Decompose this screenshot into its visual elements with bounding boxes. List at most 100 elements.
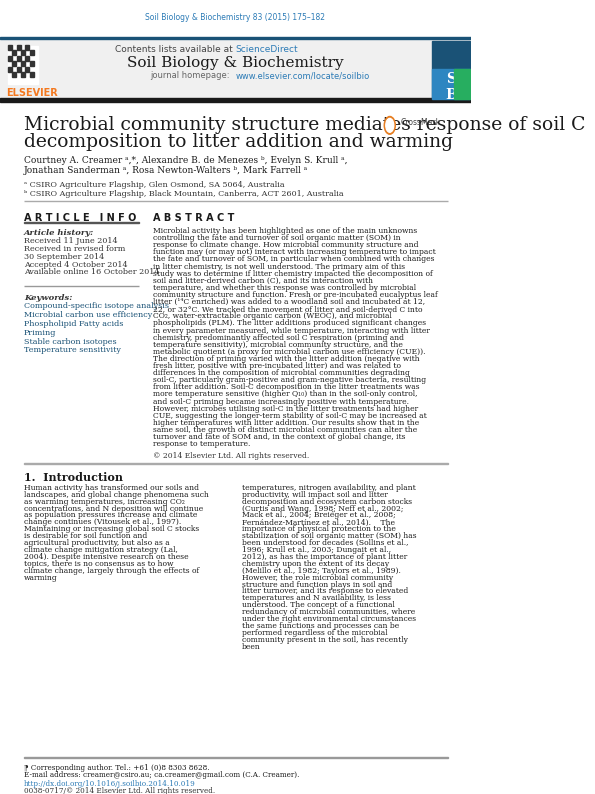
Text: Mack et al., 2004; Breiéger et al., 2008;: Mack et al., 2004; Breiéger et al., 2008… xyxy=(242,511,396,519)
Text: A R T I C L E   I N F O: A R T I C L E I N F O xyxy=(24,214,136,223)
Text: under the right environmental circumstances: under the right environmental circumstan… xyxy=(242,615,416,623)
Text: Soil Biology & Biochemistry: Soil Biology & Biochemistry xyxy=(127,56,343,70)
Text: fresh litter, positive with pre-incubated litter) and was related to: fresh litter, positive with pre-incubate… xyxy=(153,362,401,370)
Text: been understood for decades (Sollins et al.,: been understood for decades (Sollins et … xyxy=(242,539,408,547)
Text: E-mail address: creamer@csiro.au; ca.creamer@gmail.com (C.A. Creamer).: E-mail address: creamer@csiro.au; ca.cre… xyxy=(24,771,299,779)
Text: soil-C, particularly gram-positive and gram-negative bacteria, resulting: soil-C, particularly gram-positive and g… xyxy=(153,376,426,384)
Text: © 2014 Elsevier Ltd. All rights reserved.: © 2014 Elsevier Ltd. All rights reserved… xyxy=(153,453,309,461)
Text: However, the role microbial community: However, the role microbial community xyxy=(242,573,393,582)
Text: Keywords:: Keywords: xyxy=(24,294,72,303)
Text: journal homepage:: journal homepage: xyxy=(151,71,235,80)
Text: Accepted 4 October 2014: Accepted 4 October 2014 xyxy=(24,260,127,268)
Text: is desirable for soil function and: is desirable for soil function and xyxy=(24,532,147,540)
Text: ScienceDirect: ScienceDirect xyxy=(235,45,298,55)
Bar xyxy=(8,45,12,50)
Text: Microbial community structure mediates response of soil C: Microbial community structure mediates r… xyxy=(24,117,585,134)
Text: response to temperature.: response to temperature. xyxy=(153,440,250,448)
Text: controlling the fate and turnover of soil organic matter (SOM) in: controlling the fate and turnover of soi… xyxy=(153,234,400,242)
Text: Received 11 June 2014: Received 11 June 2014 xyxy=(24,237,117,245)
Text: importance of physical protection to the: importance of physical protection to the xyxy=(242,526,396,534)
Text: soil and litter-derived carbon (C), and its interaction with: soil and litter-derived carbon (C), and … xyxy=(153,277,373,285)
Text: decomposition and ecosystem carbon stocks: decomposition and ecosystem carbon stock… xyxy=(242,498,412,506)
Text: warming: warming xyxy=(24,573,58,582)
Text: The direction of priming varied with the litter addition (negative with: The direction of priming varied with the… xyxy=(153,355,419,363)
Text: 0038-0717/© 2014 Elsevier Ltd. All rights reserved.: 0038-0717/© 2014 Elsevier Ltd. All right… xyxy=(24,787,215,794)
Text: litter turnover, and its response to elevated: litter turnover, and its response to ele… xyxy=(242,588,408,596)
Text: Stable carbon isotopes: Stable carbon isotopes xyxy=(24,337,117,345)
Text: temperature sensitivity), microbial community structure, and the: temperature sensitivity), microbial comm… xyxy=(153,341,403,349)
Text: ᵇ CSIRO Agriculture Flagship, Black Mountain, Canberra, ACT 2601, Australia: ᵇ CSIRO Agriculture Flagship, Black Moun… xyxy=(24,190,343,198)
Bar xyxy=(17,67,21,71)
Text: ELSEVIER: ELSEVIER xyxy=(7,88,58,98)
Text: CUE, suggesting the longer-term stability of soil-C may be increased at: CUE, suggesting the longer-term stabilit… xyxy=(153,412,427,420)
Text: Temperature sensitivity: Temperature sensitivity xyxy=(24,346,121,354)
Text: 30 September 2014: 30 September 2014 xyxy=(24,252,104,260)
Text: productivity, will impact soil and litter: productivity, will impact soil and litte… xyxy=(242,491,387,499)
Text: change continues (Vitousek et al., 1997).: change continues (Vitousek et al., 1997)… xyxy=(24,518,181,526)
Text: Article history:: Article history: xyxy=(24,229,94,237)
Bar xyxy=(30,61,34,66)
Text: Soil Biology & Biochemistry 83 (2015) 175–182: Soil Biology & Biochemistry 83 (2015) 17… xyxy=(145,13,325,22)
Text: and soil-C priming became increasingly positive with temperature.: and soil-C priming became increasingly p… xyxy=(153,398,409,406)
Text: Available online 16 October 2014: Available online 16 October 2014 xyxy=(24,268,159,276)
Bar xyxy=(432,69,470,98)
Text: Maintaining or increasing global soil C stocks: Maintaining or increasing global soil C … xyxy=(24,526,199,534)
Bar xyxy=(26,67,29,71)
Text: Human activity has transformed our soils and: Human activity has transformed our soils… xyxy=(24,484,199,491)
Text: http://dx.doi.org/10.1016/j.soilbio.2014.10.019: http://dx.doi.org/10.1016/j.soilbio.2014… xyxy=(24,780,196,788)
Text: as population pressures increase and climate: as population pressures increase and cli… xyxy=(24,511,197,519)
Bar xyxy=(21,61,25,66)
Text: CO₂, water-extractable organic carbon (WEOC), and microbial: CO₂, water-extractable organic carbon (W… xyxy=(153,312,392,320)
Text: Microbial carbon use efficiency: Microbial carbon use efficiency xyxy=(24,311,152,319)
Text: performed regardless of the microbial: performed regardless of the microbial xyxy=(242,629,387,637)
Text: 22, or 32°C. We tracked the movement of litter and soil-derived C into: 22, or 32°C. We tracked the movement of … xyxy=(153,305,422,313)
Bar xyxy=(8,46,38,84)
Bar xyxy=(21,72,25,77)
Text: community structure and function. Fresh or pre-incubated eucalyptus leaf: community structure and function. Fresh … xyxy=(153,291,438,299)
Text: metabolic quotient (a proxy for microbial carbon use efficiency (CUE)).: metabolic quotient (a proxy for microbia… xyxy=(153,348,425,356)
Text: been: been xyxy=(242,643,261,651)
Text: same soil, the growth of distinct microbial communities can alter the: same soil, the growth of distinct microb… xyxy=(153,426,417,434)
Bar xyxy=(0,40,471,98)
Text: chemistry upon the extent of its decay: chemistry upon the extent of its decay xyxy=(242,560,389,568)
Text: study was to determine if litter chemistry impacted the decomposition of: study was to determine if litter chemist… xyxy=(153,270,433,278)
Text: ᵃ CSIRO Agriculture Flagship, Glen Osmond, SA 5064, Australia: ᵃ CSIRO Agriculture Flagship, Glen Osmon… xyxy=(24,180,284,189)
Ellipse shape xyxy=(386,118,394,133)
Text: Fernández-Martínez et al., 2014).    The: Fernández-Martínez et al., 2014). The xyxy=(242,518,394,526)
Text: decomposition to litter addition and warming: decomposition to litter addition and war… xyxy=(24,133,453,151)
Bar xyxy=(26,45,29,50)
Text: landscapes, and global change phenomena such: landscapes, and global change phenomena … xyxy=(24,491,209,499)
Text: the fate and turnover of SOM, in particular when combined with changes: the fate and turnover of SOM, in particu… xyxy=(153,256,434,264)
Text: function may (or may not) interact with increasing temperature to impact: function may (or may not) interact with … xyxy=(153,249,436,256)
Text: agricultural productivity, but also as a: agricultural productivity, but also as a xyxy=(24,539,170,547)
Text: temperatures, nitrogen availability, and plant: temperatures, nitrogen availability, and… xyxy=(242,484,415,491)
Bar xyxy=(0,98,471,102)
Text: temperatures and N availability, is less: temperatures and N availability, is less xyxy=(242,595,391,603)
Text: understood. The concept of a functional: understood. The concept of a functional xyxy=(242,601,394,609)
Text: CrossMark: CrossMark xyxy=(401,118,441,128)
Text: 2012), as has the importance of plant litter: 2012), as has the importance of plant li… xyxy=(242,553,407,561)
Text: as warming temperatures, increasing CO₂: as warming temperatures, increasing CO₂ xyxy=(24,498,184,506)
Text: ⁋ Corresponding author. Tel.: +61 (0)8 8303 8628.: ⁋ Corresponding author. Tel.: +61 (0)8 8… xyxy=(24,764,209,772)
Text: (Melillo et al., 1982; Taylors et al., 1989).: (Melillo et al., 1982; Taylors et al., 1… xyxy=(242,567,400,575)
Text: Phospholipid Fatty acids: Phospholipid Fatty acids xyxy=(24,320,123,328)
Bar xyxy=(17,56,21,60)
Bar xyxy=(21,50,25,56)
Text: turnover and fate of SOM and, in the context of global change, its: turnover and fate of SOM and, in the con… xyxy=(153,433,405,441)
Bar xyxy=(0,37,471,40)
Text: Jonathan Sanderman ᵃ, Rosa Newton-Walters ᵇ, Mark Farrell ᵃ: Jonathan Sanderman ᵃ, Rosa Newton-Walter… xyxy=(24,166,308,175)
Text: climate change mitigation strategy (Lal,: climate change mitigation strategy (Lal, xyxy=(24,546,178,554)
Text: more temperature sensitive (higher Q₁₀) than in the soil-only control,: more temperature sensitive (higher Q₁₀) … xyxy=(153,391,418,399)
Text: Microbial activity has been highlighted as one of the main unknowns: Microbial activity has been highlighted … xyxy=(153,227,417,235)
Bar xyxy=(432,41,470,98)
Text: A B S T R A C T: A B S T R A C T xyxy=(153,214,234,223)
Text: differences in the composition of microbial communities degrading: differences in the composition of microb… xyxy=(153,369,410,377)
Text: Received in revised form: Received in revised form xyxy=(24,245,125,252)
Bar xyxy=(0,0,471,37)
Text: 1.  Introduction: 1. Introduction xyxy=(24,472,123,483)
Bar xyxy=(30,72,34,77)
Ellipse shape xyxy=(384,117,395,134)
Text: concentrations, and N deposition will continue: concentrations, and N deposition will co… xyxy=(24,504,203,513)
Text: (Curtis and Wang, 1998; Neff et al., 2002;: (Curtis and Wang, 1998; Neff et al., 200… xyxy=(242,504,403,513)
Bar xyxy=(8,56,12,60)
